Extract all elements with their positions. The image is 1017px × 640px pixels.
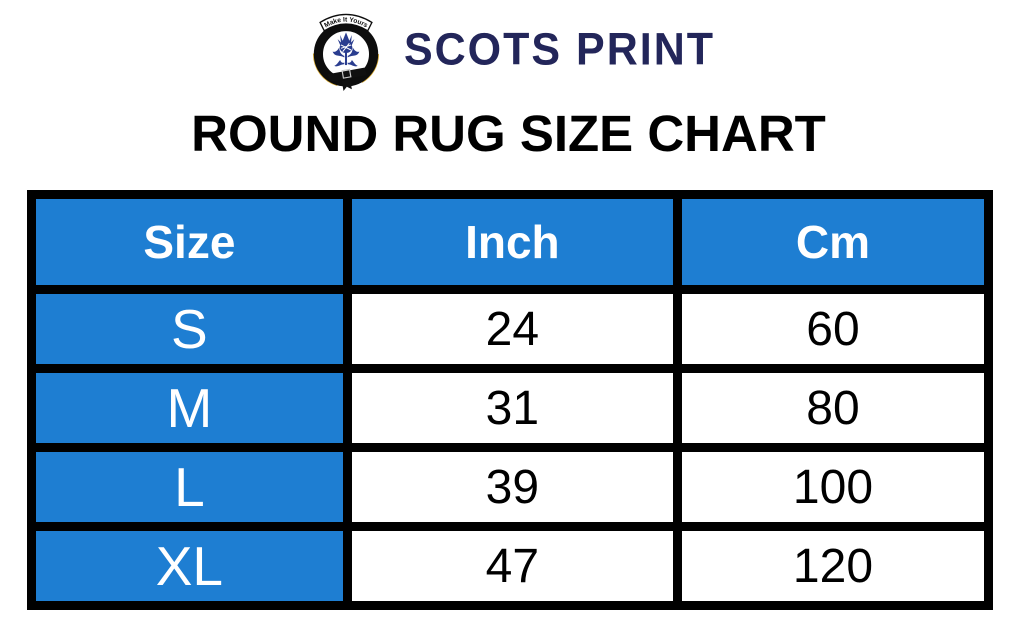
- col-header-cm: Cm: [672, 190, 994, 295]
- table-row: XL 47 120: [27, 522, 994, 611]
- brand-text: SCOTS PRINT: [403, 24, 716, 75]
- size-cell: M: [27, 364, 352, 453]
- size-chart-table: Size Inch Cm S 24 60 M 31 80 L 39 100 XL…: [27, 190, 994, 611]
- inch-cell: 31: [342, 364, 682, 453]
- size-cell: L: [27, 443, 352, 532]
- page-title: ROUND RUG SIZE CHART: [191, 105, 826, 162]
- cm-cell: 60: [672, 285, 994, 374]
- cm-cell: 80: [672, 364, 994, 453]
- badge-banner: [319, 13, 373, 32]
- inch-cell: 24: [342, 285, 682, 374]
- col-header-inch: Inch: [342, 190, 682, 295]
- table-row: M 31 80: [27, 364, 994, 453]
- size-cell: XL: [27, 522, 352, 611]
- inch-cell: 47: [342, 522, 682, 611]
- inch-cell: 39: [342, 443, 682, 532]
- cm-cell: 100: [672, 443, 994, 532]
- logo: Make It Yours SCOTS PRINT: [0, 0, 1017, 94]
- header-row: Size Inch Cm: [27, 190, 994, 295]
- cm-cell: 120: [672, 522, 994, 611]
- thistle-crest-badge-icon: Make It Yours: [312, 13, 379, 91]
- table-row: S 24 60: [27, 285, 994, 374]
- col-header-size: Size: [27, 190, 352, 295]
- table-row: L 39 100: [27, 443, 994, 532]
- size-cell: S: [27, 285, 352, 374]
- thistle-icon: [332, 32, 360, 67]
